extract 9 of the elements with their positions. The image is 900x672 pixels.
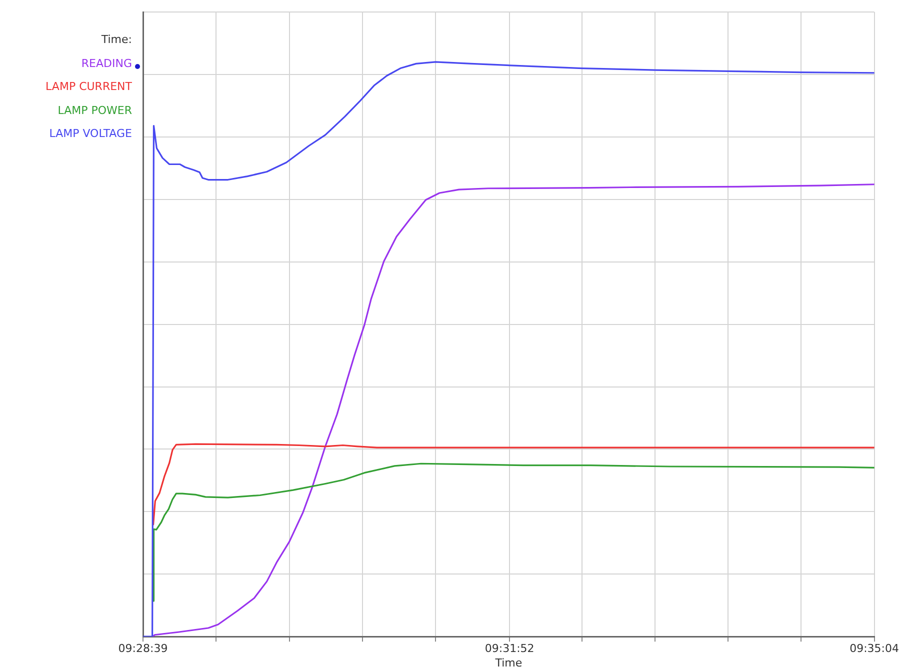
legend-title: Time:: [100, 32, 132, 48]
text: LAMP POWER: [56, 102, 132, 118]
x-tick-label: 09:35:04: [850, 642, 899, 656]
x-tick-label: 09:28:39: [118, 642, 168, 656]
series-label: LAMP VOLTAGE: [48, 126, 132, 142]
text: LAMP CURRENT: [44, 79, 132, 95]
x-tick-label: 09:31:52: [484, 642, 534, 656]
text: READING: [80, 56, 132, 72]
x-axis-title: Time: [494, 656, 522, 670]
